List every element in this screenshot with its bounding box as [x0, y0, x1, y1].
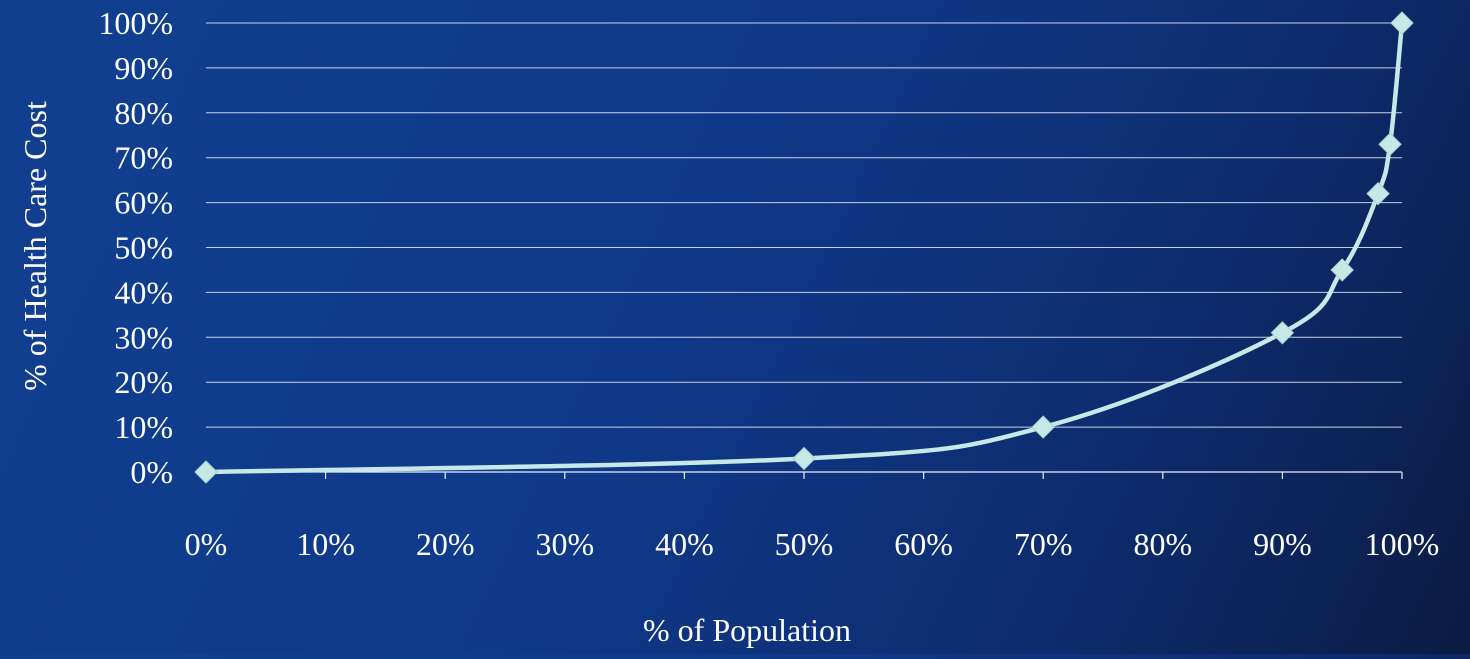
data-point-marker: [1390, 11, 1414, 35]
y-tick-label: 80%: [114, 95, 173, 131]
data-point-marker: [1330, 258, 1354, 282]
x-tick-label: 0%: [185, 526, 228, 562]
data-point-marker: [792, 446, 816, 471]
tick-labels: 0% 10% 20% 30% 40% 50% 60% 70% 80% 90% 100% 0% 10% 20…: [98, 5, 1439, 562]
x-tick-label: 60%: [894, 526, 953, 562]
y-tick-label: 20%: [114, 364, 173, 400]
y-tick-label: 90%: [114, 50, 173, 86]
y-tick-label: 30%: [114, 319, 173, 355]
y-tick-label: 50%: [114, 230, 173, 266]
markers: [194, 11, 1414, 484]
series-line: [203, 20, 1405, 475]
data-point-marker: [1031, 415, 1055, 439]
x-tick-label: 40%: [655, 526, 714, 562]
data-point-marker: [194, 460, 218, 484]
data-point-marker: [1270, 321, 1295, 345]
x-tick-label: 90%: [1253, 526, 1312, 562]
y-tick-label: 10%: [114, 409, 173, 445]
x-axis-title: % of Population: [643, 612, 851, 648]
gridlines: [206, 22, 1402, 428]
y-tick-label: 100%: [98, 5, 173, 41]
y-tick-label: 0%: [130, 454, 173, 490]
y-tick-label: 60%: [114, 185, 173, 221]
x-tick-label: 80%: [1133, 526, 1192, 562]
y-axis-title: % of Health Care Cost: [17, 101, 53, 391]
y-tick-label: 40%: [114, 274, 173, 310]
axes: [205, 471, 1403, 479]
x-tick-label: 70%: [1014, 526, 1073, 562]
data-point-marker: [1366, 181, 1390, 206]
x-tick-label: 30%: [535, 526, 594, 562]
y-tick-label: 70%: [114, 140, 173, 176]
data-point-marker: [1378, 132, 1402, 156]
x-tick-label: 50%: [775, 526, 834, 562]
series: [203, 20, 1405, 475]
x-tick-label: 10%: [296, 526, 355, 562]
x-tick-label: 20%: [416, 526, 475, 562]
x-tick-label: 100%: [1365, 526, 1440, 562]
